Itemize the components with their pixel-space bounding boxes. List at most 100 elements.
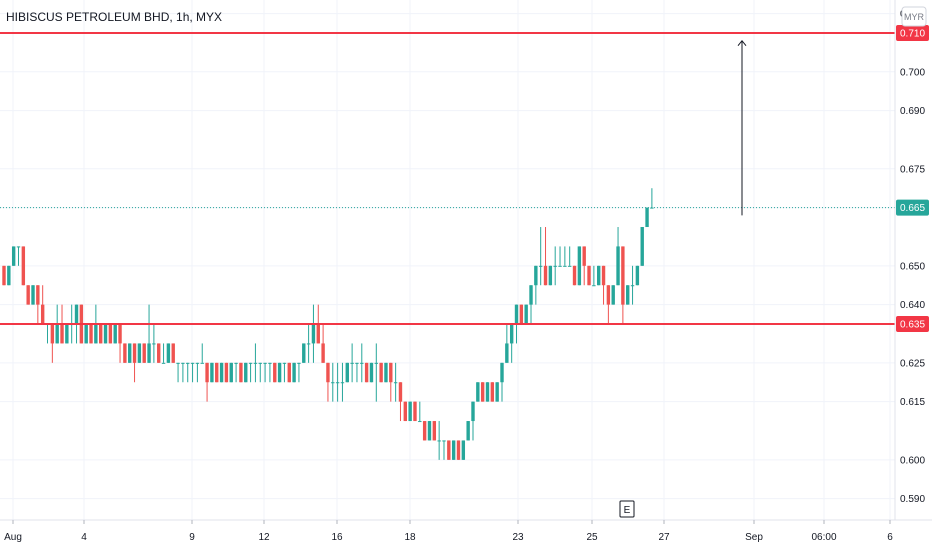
currency-button[interactable]: MYR	[901, 6, 927, 27]
candle	[36, 285, 40, 325]
candle-body	[248, 362, 253, 364]
candle-body	[326, 362, 330, 383]
candle	[577, 246, 582, 286]
candle	[442, 440, 446, 460]
candle-body	[597, 265, 601, 286]
candle-body	[509, 324, 514, 344]
candle-body	[157, 343, 161, 363]
candle	[509, 324, 514, 363]
candle	[331, 362, 335, 402]
candle-body	[364, 362, 369, 383]
last-price-badge-bg	[896, 199, 929, 216]
candle-body	[40, 304, 45, 325]
earnings-marker[interactable]: E	[619, 500, 635, 518]
candle-body	[437, 440, 441, 442]
level-price-badge: 0.635	[896, 316, 929, 333]
candle-body	[384, 362, 388, 383]
candle-body	[558, 265, 562, 267]
candle	[538, 227, 543, 286]
candle	[248, 362, 253, 383]
candle	[369, 362, 374, 383]
candle	[384, 362, 388, 383]
candle	[519, 304, 524, 325]
candle	[147, 304, 151, 363]
candle	[582, 246, 586, 286]
candle-body	[282, 362, 287, 364]
candle	[408, 401, 412, 422]
candle	[379, 362, 383, 383]
candle	[99, 324, 103, 344]
candle-body	[137, 343, 142, 363]
candle-body	[287, 362, 291, 383]
candles	[2, 188, 654, 460]
candle-body	[534, 265, 538, 286]
currency-label: MYR	[904, 12, 925, 22]
x-tick-label: 12	[258, 532, 270, 543]
candle	[597, 265, 601, 286]
candle	[200, 343, 204, 364]
candle	[282, 362, 287, 383]
candle	[50, 324, 55, 363]
candle	[113, 324, 117, 344]
candle-body	[89, 324, 93, 344]
candle-body	[471, 401, 475, 422]
candle	[292, 362, 296, 383]
candle-body	[205, 362, 209, 383]
x-tick-label: 23	[512, 532, 524, 543]
candle	[471, 401, 475, 441]
candle-body	[621, 246, 625, 305]
candle-body	[456, 440, 461, 460]
candle-body	[331, 382, 335, 384]
candle	[393, 362, 398, 402]
candle-body	[74, 304, 79, 325]
candle	[45, 324, 50, 344]
x-tick-label: 27	[658, 532, 670, 543]
candle-body	[306, 343, 311, 345]
candle-body	[186, 362, 190, 364]
candle	[176, 362, 180, 383]
candle	[118, 324, 122, 363]
candle	[480, 382, 485, 402]
candle	[205, 362, 209, 402]
x-tick-label: 16	[331, 532, 343, 543]
last-price-badge: 0.665	[896, 199, 929, 216]
candle-body	[60, 324, 64, 344]
candle	[244, 362, 248, 383]
candle-body	[21, 246, 26, 286]
arrow-annotation	[737, 39, 747, 216]
candle	[447, 440, 451, 460]
candle-body	[626, 285, 630, 305]
candle-body	[316, 324, 320, 344]
candle-body	[369, 362, 374, 383]
candle	[224, 362, 229, 383]
candle-body	[485, 382, 490, 402]
x-tick-label: 25	[586, 532, 598, 543]
candle-body	[11, 246, 16, 266]
y-tick-label: 0.615	[900, 397, 925, 408]
arrow-drawing[interactable]	[737, 39, 747, 216]
candle	[229, 362, 233, 383]
candle-body	[200, 362, 204, 364]
candle-body	[103, 324, 108, 344]
candle-body	[548, 265, 553, 286]
candle	[572, 265, 577, 286]
candle-body	[587, 265, 591, 286]
candle-body	[611, 285, 615, 305]
candle-body	[606, 285, 611, 305]
candle-body	[350, 362, 354, 364]
candle	[490, 382, 495, 402]
candle	[128, 343, 132, 363]
candle	[413, 401, 417, 422]
candle	[650, 188, 654, 209]
candle-body	[572, 265, 577, 286]
candle	[374, 343, 378, 402]
candle-body	[355, 362, 359, 364]
candle	[500, 362, 504, 402]
candle	[635, 265, 640, 286]
candle-body	[592, 285, 596, 287]
candle	[461, 440, 466, 460]
candle-body	[215, 362, 219, 383]
candle	[606, 285, 611, 325]
x-tick-label: Sep	[745, 532, 763, 543]
candle-body	[7, 265, 11, 286]
